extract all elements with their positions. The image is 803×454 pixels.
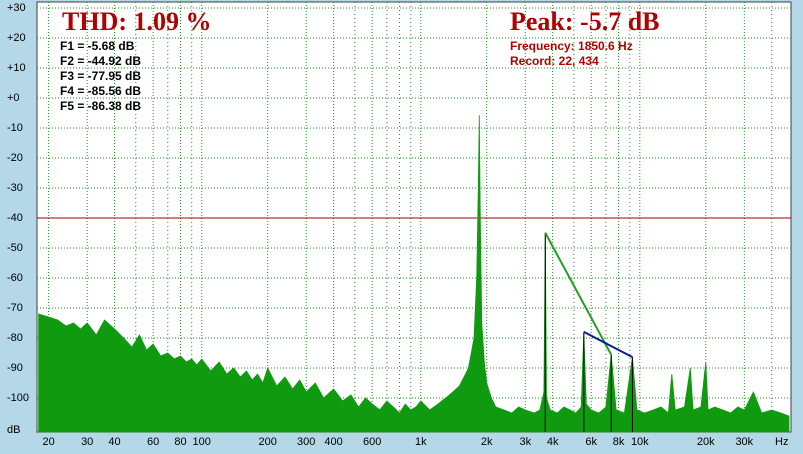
harmonic-label: F4 = -85.56 dB [60, 84, 141, 98]
x-tick-label: 1k [415, 436, 427, 448]
x-tick-label: 20 [42, 436, 54, 448]
x-tick-label: 400 [324, 436, 342, 448]
x-tick-label: 6k [585, 436, 597, 448]
x-tick-label: 600 [363, 436, 381, 448]
y-tick-label: -50 [7, 242, 23, 254]
harmonic-trend [583, 330, 633, 359]
y-tick-label: -70 [7, 302, 23, 314]
x-tick-label: 30 [81, 436, 93, 448]
harmonic-trend [544, 232, 613, 356]
x-tick-label: 40 [108, 436, 120, 448]
y-tick-label: -60 [7, 272, 23, 284]
y-tick-label: -40 [7, 212, 23, 224]
harmonic-label: F3 = -77.95 dB [60, 69, 141, 83]
y-tick-label: +0 [7, 92, 20, 104]
x-tick-label: 80 [174, 436, 186, 448]
x-tick-label: 300 [297, 436, 315, 448]
x-tick-label: 20k [697, 436, 715, 448]
x-axis-label: Hz [775, 436, 788, 448]
x-tick-label: 2k [481, 436, 493, 448]
y-tick-label: -20 [7, 152, 23, 164]
x-tick-label: 10k [631, 436, 649, 448]
y-tick-label: -30 [7, 182, 23, 194]
x-tick-label: 3k [519, 436, 531, 448]
y-axis-label: dB [7, 424, 20, 436]
y-tick-label: -90 [7, 362, 23, 374]
marks [38, 115, 790, 433]
y-tick-label: +10 [7, 62, 26, 74]
y-tick-label: +30 [7, 2, 26, 14]
x-tick-label: 60 [147, 436, 159, 448]
x-tick-label: 200 [258, 436, 276, 448]
x-tick-label: 8k [613, 436, 625, 448]
harmonic-label: F1 = -5.68 dB [60, 39, 135, 53]
chart-title: THD: 1.09 % [62, 7, 212, 36]
y-tick-label: +20 [7, 32, 26, 44]
grid [37, 2, 791, 432]
x-tick-label: 4k [547, 436, 559, 448]
peak-label: Peak: -5.7 dB [510, 7, 660, 36]
y-tick-label: -10 [7, 122, 23, 134]
info: Frequency: 1850.6 Hz [510, 39, 633, 53]
info: Record: 22, 434 [510, 54, 599, 68]
spectrum [38, 115, 790, 433]
harmonic-label: F5 = -86.38 dB [60, 99, 141, 113]
harmonic-label: F2 = -44.92 dB [60, 54, 141, 68]
x-tick-label: 30k [735, 436, 753, 448]
y-tick-label: -80 [7, 332, 23, 344]
x-tick-label: 100 [193, 436, 211, 448]
y-tick-label: -100 [7, 392, 29, 404]
